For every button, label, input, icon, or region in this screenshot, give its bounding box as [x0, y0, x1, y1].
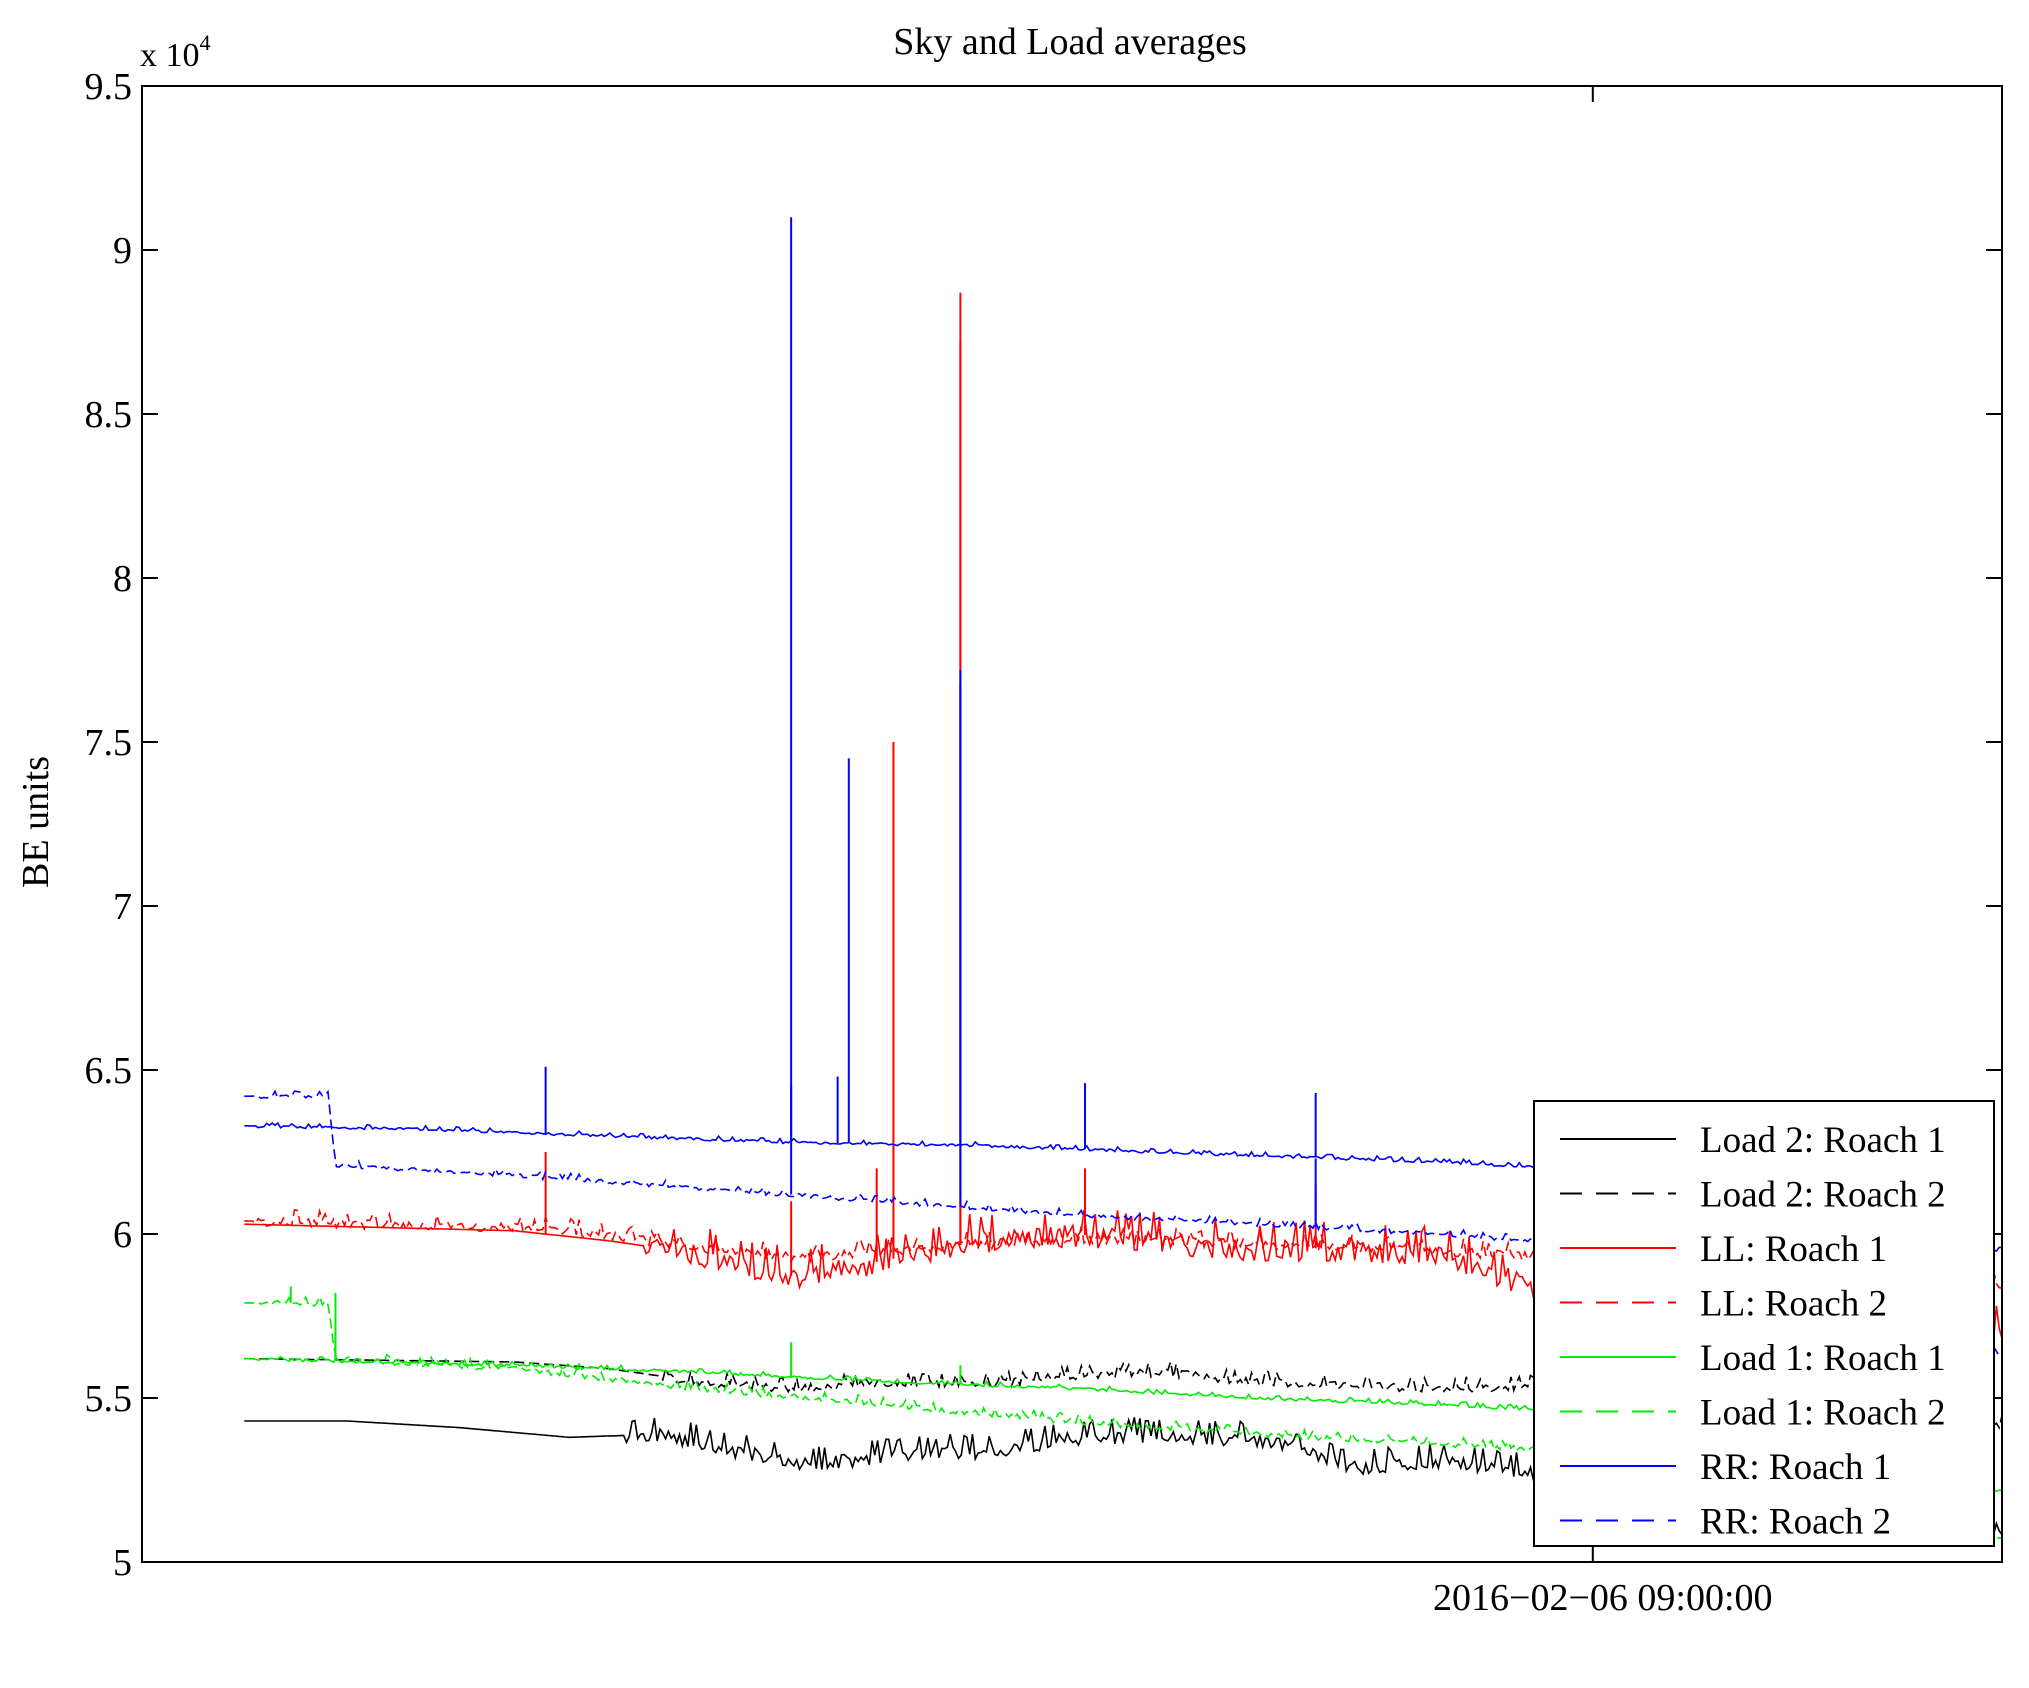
y-axis-label: BE units: [15, 756, 57, 888]
y-tick-label: 6: [113, 1214, 132, 1256]
series-line: [244, 1294, 2003, 1540]
chart-title: Sky and Load averages: [893, 21, 1247, 63]
legend-entry-label: LL: Roach 1: [1700, 1229, 1887, 1270]
y-multiplier-exponent: 4: [200, 30, 211, 55]
legend-entry-label: RR: Roach 2: [1700, 1502, 1891, 1543]
legend-box: [1533, 1100, 1995, 1547]
axis-ticks: 5 5.5 6 6.5 7 7.5 8 8.5 9 9.5 2016−02−06 09:00:00: [85, 66, 2002, 1619]
y-tick-label: 8.5: [85, 394, 133, 436]
y-multiplier-base: x 10: [140, 37, 200, 74]
y-tick-label: 8: [113, 558, 132, 600]
legend-entry-label: Load 2: Roach 1: [1700, 1120, 1946, 1161]
y-tick-label: 6.5: [85, 1050, 133, 1092]
series-line: [244, 1357, 2003, 1430]
legend-entry-label: Load 2: Roach 2: [1700, 1175, 1946, 1216]
legend-entry-label: Load 1: Roach 1: [1700, 1338, 1946, 1379]
y-tick-label: 9.5: [85, 66, 133, 108]
y-tick-label: 7: [113, 886, 132, 928]
y-tick-label: 5.5: [85, 1378, 133, 1420]
legend: Load 2: Roach 1 Load 2: Roach 2 LL: Roach …: [1533, 1100, 1995, 1547]
x-tick-label: 2016−02−06 09:00:00: [1433, 1577, 1772, 1619]
y-tick-label: 7.5: [85, 722, 133, 764]
series-load-1-roach-2: [244, 1286, 2003, 1540]
y-tick-label: 5: [113, 1542, 132, 1584]
plot-area-frame: [141, 85, 2003, 1563]
legend-entry-label: LL: Roach 2: [1700, 1284, 1887, 1325]
legend-entry-label: Load 1: Roach 2: [1700, 1393, 1946, 1434]
legend-entry-label: RR: Roach 1: [1700, 1447, 1891, 1488]
y-tick-label: 9: [113, 230, 132, 272]
y-multiplier-label: x 104: [140, 30, 211, 74]
series-load-2-roach-2: [244, 1357, 2003, 1430]
